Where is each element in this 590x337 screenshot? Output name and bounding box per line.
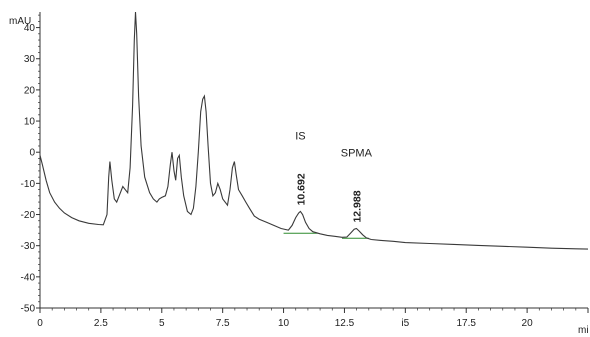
x-tick-label: i5 — [401, 318, 409, 329]
chromatogram-trace — [39, 11, 589, 250]
axes — [39, 12, 588, 309]
x-tick-label: 2.5 — [94, 318, 108, 329]
y-tick-label: -10 — [21, 179, 36, 190]
y-tick-label: -40 — [21, 272, 36, 283]
y-tick-label: -30 — [21, 241, 36, 252]
x-tick-label: 7.5 — [216, 318, 230, 329]
peak-name-label: IS — [295, 130, 305, 142]
x-tick-label: 17.5 — [456, 318, 476, 329]
y-tick-label: 20 — [24, 85, 36, 96]
y-tick-label: 0 — [29, 148, 35, 159]
x-tick-label: 12.5 — [335, 318, 355, 329]
peak-name-label: SPMA — [341, 148, 373, 160]
y-tick-label: -20 — [21, 210, 36, 221]
x-tick-label: 10 — [278, 318, 290, 329]
x-ticks: 0 2.5 5 7.5 10 12.5 i5 17.5 20 — [37, 308, 589, 329]
x-axis-unit: mi — [578, 325, 589, 336]
retention-time-label: 12.988 — [351, 190, 363, 222]
y-tick-label: 10 — [24, 117, 36, 128]
y-tick-label: 30 — [24, 54, 36, 65]
x-tick-label: 5 — [159, 318, 165, 329]
y-tick-label: 40 — [24, 23, 36, 34]
peak-annotations: 10.692 IS 12.988 SPMA — [295, 130, 372, 222]
x-tick-label: 0 — [37, 318, 43, 329]
peak-baselines — [283, 232, 369, 239]
y-tick-label: -50 — [21, 304, 36, 315]
x-tick-label: 20 — [522, 318, 534, 329]
y-ticks: 40 30 20 10 0 -10 -20 -30 -40 -50 — [21, 14, 40, 315]
y-axis-unit: mAU — [9, 16, 31, 27]
retention-time-label: 10.692 — [295, 173, 307, 205]
